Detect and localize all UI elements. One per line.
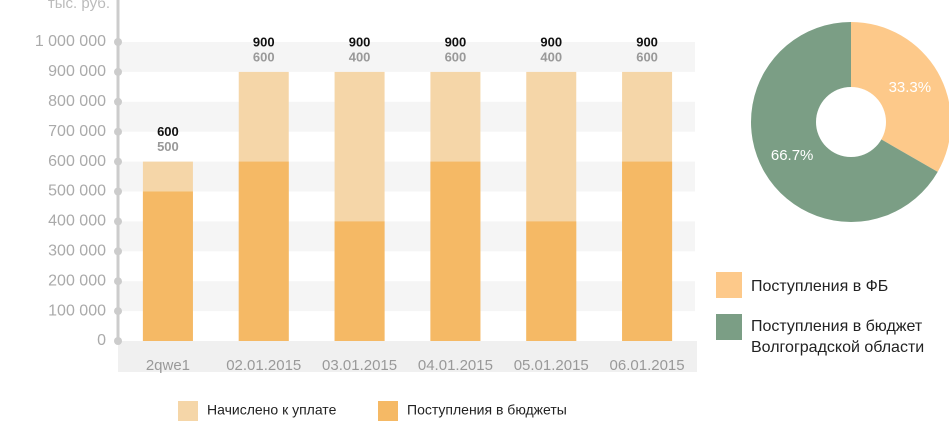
pie-label: 33.3% — [889, 79, 932, 96]
bar — [622, 161, 673, 341]
legend-label: Поступления в бюджеты — [407, 402, 567, 418]
legend-swatch — [378, 401, 398, 421]
tick-mark — [114, 67, 122, 76]
data-label: 400 — [540, 49, 562, 64]
y-tick-label: 900 000 — [48, 63, 106, 80]
grid-band — [118, 42, 695, 72]
y-tick-label: 400 000 — [48, 213, 106, 230]
bar — [334, 221, 385, 341]
x-tick-label: 06.01.2015 — [610, 357, 685, 374]
grid-band — [118, 281, 695, 312]
y-tick-label: 500 000 — [48, 183, 106, 200]
grid-band — [118, 221, 695, 252]
legend-swatch — [716, 272, 742, 298]
x-tick-label: 04.01.2015 — [418, 357, 493, 374]
data-label: 600 — [253, 49, 275, 64]
y-axis-label: тыс. руб. — [48, 0, 110, 12]
pie-label: 66.7% — [771, 147, 814, 164]
y-tick-label: 600 000 — [48, 153, 106, 170]
bar — [526, 221, 577, 341]
tick-mark — [114, 157, 122, 166]
y-tick-label: 200 000 — [48, 272, 106, 289]
grid-band — [118, 161, 695, 192]
tick-mark — [114, 307, 122, 316]
bar — [238, 161, 289, 341]
data-label: 900 — [636, 34, 658, 49]
data-label: 600 — [636, 49, 658, 64]
data-label: 500 — [157, 139, 179, 154]
legend-swatch — [178, 401, 198, 421]
tick-mark — [114, 217, 122, 226]
y-tick-label: 700 000 — [48, 123, 106, 140]
y-tick-label: 100 000 — [48, 302, 106, 319]
pie-legend-label: Поступления в ФБ — [751, 278, 889, 295]
data-label: 400 — [349, 49, 371, 64]
bar — [430, 161, 481, 341]
data-label: 900 — [253, 34, 275, 49]
data-label: 900 — [540, 34, 562, 49]
data-label: 600 — [445, 49, 467, 64]
legend-label: Начислено к уплате — [207, 402, 337, 418]
data-label: 900 — [445, 34, 467, 49]
x-tick-label: 02.01.2015 — [226, 357, 301, 374]
tick-mark — [114, 187, 122, 196]
x-tick-label: 2qwe1 — [146, 357, 190, 374]
tick-mark — [114, 38, 122, 46]
pie-hole — [816, 87, 886, 157]
tick-mark — [114, 127, 122, 136]
y-tick-label: 300 000 — [48, 243, 106, 260]
data-label: 900 — [349, 34, 371, 49]
y-tick-label: 0 — [97, 332, 106, 349]
tick-mark — [114, 247, 122, 256]
legend-swatch — [716, 314, 742, 340]
x-axis-band — [118, 341, 697, 372]
x-tick-label: 05.01.2015 — [514, 357, 589, 374]
pie-legend-label: Поступления в бюджет Волгоградской облас… — [751, 318, 925, 356]
grid-band — [118, 101, 695, 132]
y-tick-label: 1 000 000 — [35, 33, 106, 50]
data-label: 600 — [157, 124, 179, 139]
y-tick-label: 800 000 — [48, 93, 106, 110]
tick-mark — [114, 97, 122, 106]
x-tick-label: 03.01.2015 — [322, 357, 397, 374]
bar — [142, 191, 193, 341]
tick-mark — [114, 277, 122, 286]
tick-mark — [114, 337, 122, 345]
